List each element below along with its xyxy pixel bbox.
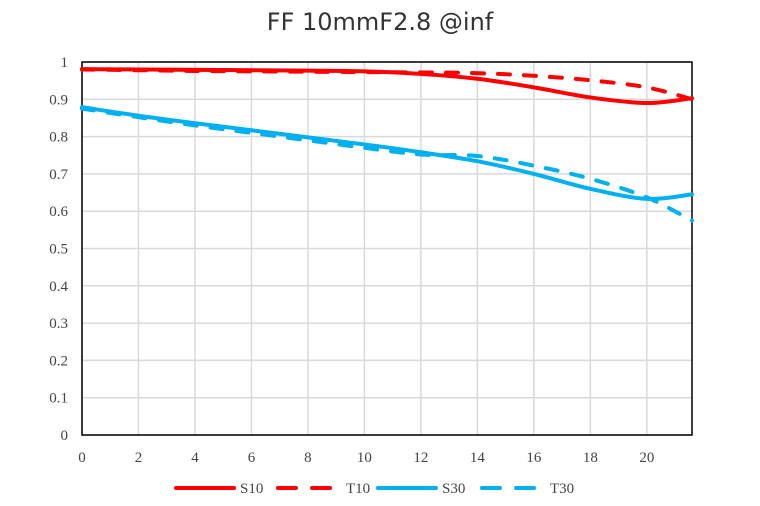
y-tick-label: 0.7 — [49, 167, 68, 183]
series-line-t30 — [80, 106, 694, 223]
y-tick-label: 0.1 — [49, 391, 68, 407]
y-tick-label: 0.4 — [49, 279, 68, 295]
legend-label-t30: T30 — [550, 481, 574, 497]
x-tick-label: 8 — [304, 450, 312, 466]
y-tick-label: 0.9 — [49, 92, 68, 108]
legend-label-t10: T10 — [346, 481, 370, 497]
y-tick-label: 0 — [61, 428, 69, 444]
legend-label-s10: S10 — [240, 481, 263, 497]
series-line-s30 — [80, 105, 694, 201]
x-tick-label: 14 — [470, 450, 486, 466]
y-tick-label: 0.3 — [49, 316, 68, 332]
x-tick-label: 16 — [526, 450, 542, 466]
axes: 00.10.20.30.40.50.60.70.80.910 2 4 6 8 10 12 14… — [49, 55, 693, 466]
x-tick-label: 20 — [639, 450, 654, 466]
grid — [81, 61, 692, 436]
series-line-t10 — [80, 67, 694, 102]
x-tick-label: 6 — [248, 450, 256, 466]
y-tick-label: 0.2 — [49, 353, 68, 369]
x-tick-label: 0 — [78, 450, 86, 466]
x-tick-label: 2 — [135, 450, 143, 466]
chart-title: FF 10mmF2.8 @inf — [266, 8, 494, 36]
x-tick-label: 4 — [191, 450, 199, 466]
y-tick-label: 1 — [61, 55, 69, 71]
legend-label-s30: S30 — [442, 481, 465, 497]
series-line-s10 — [80, 67, 694, 106]
y-tick-label: 0.8 — [49, 130, 68, 146]
legend: S10 T10 S30 T30 — [174, 481, 574, 497]
y-tick-label: 0.6 — [49, 204, 68, 220]
y-tick-label: 0.5 — [49, 242, 68, 258]
x-tick-label: 12 — [413, 450, 428, 466]
plot-frame — [81, 61, 693, 436]
x-tick-label: 10 — [357, 450, 372, 466]
series-lines — [80, 67, 694, 223]
x-tick-label: 18 — [583, 450, 598, 466]
